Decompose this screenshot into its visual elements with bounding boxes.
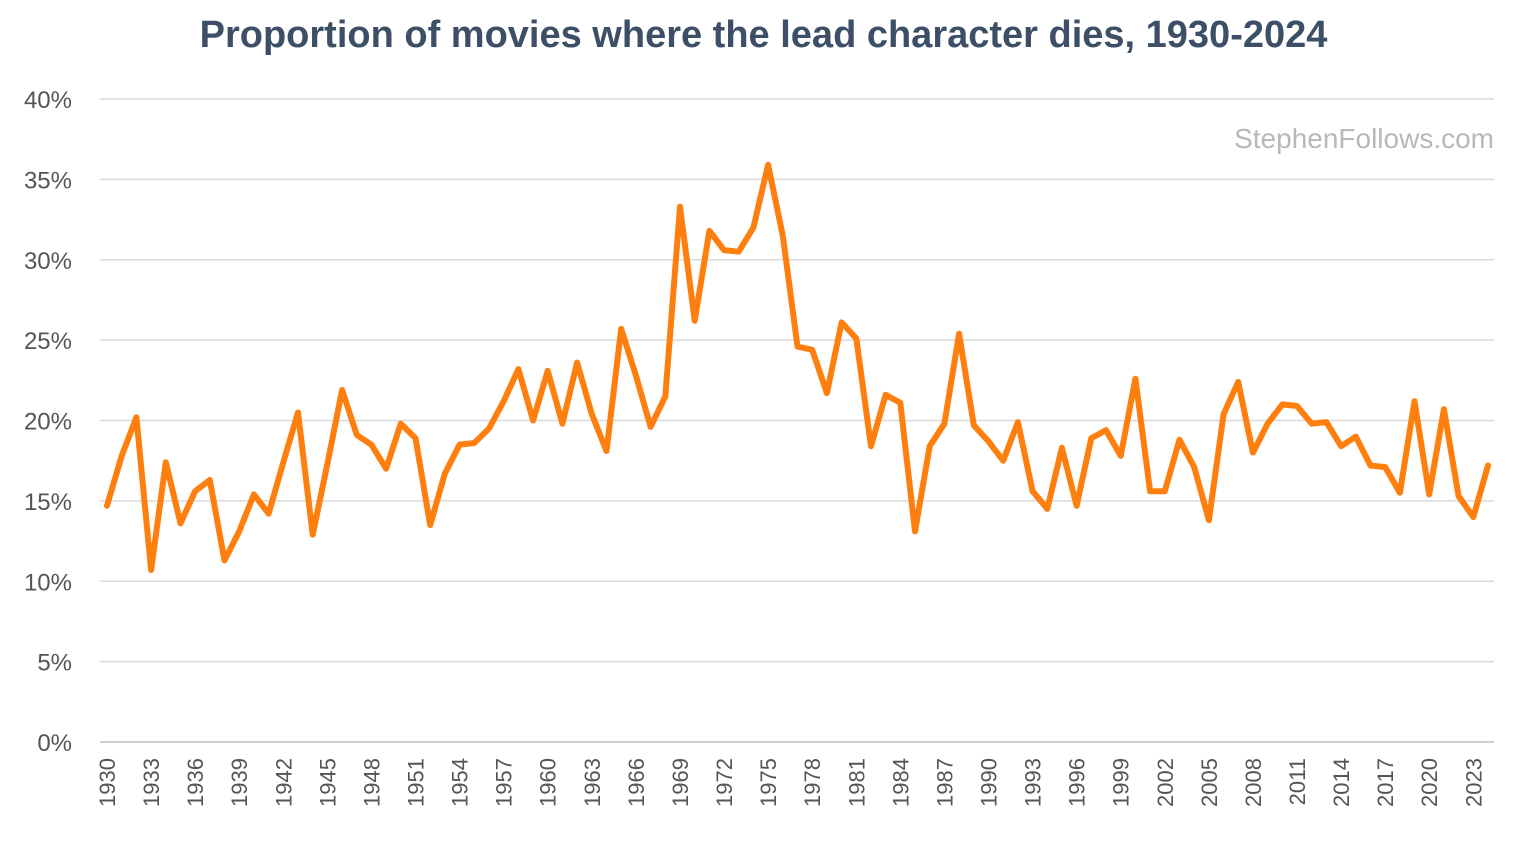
x-tick-label: 1963: [580, 758, 605, 807]
x-axis-ticks: 1930 1933 1936 1939 1942 1945 1948 1951 1954 1957…: [95, 758, 1486, 807]
x-tick-label: 1948: [359, 758, 384, 807]
x-tick-label: 1969: [668, 758, 693, 807]
x-tick-label: 1933: [139, 758, 164, 807]
x-tick-label: 1975: [756, 758, 781, 807]
x-tick-label: 1939: [227, 758, 252, 807]
y-tick-label: 0%: [37, 730, 72, 757]
x-tick-label: 1951: [404, 758, 429, 807]
y-tick-label: 15%: [24, 489, 72, 516]
grid-lines: [100, 98, 1494, 743]
x-tick-label: 1930: [95, 758, 120, 807]
x-tick-label: 1936: [183, 758, 208, 807]
x-tick-label: 2014: [1329, 758, 1354, 807]
x-tick-label: 2002: [1153, 758, 1178, 807]
x-tick-label: 1978: [800, 758, 825, 807]
x-tick-label: 1945: [315, 758, 340, 807]
y-tick-label: 25%: [24, 328, 72, 355]
x-tick-label: 1984: [888, 758, 913, 807]
x-tick-label: 1999: [1109, 758, 1134, 807]
x-tick-label: 1942: [271, 758, 296, 807]
y-tick-label: 5%: [37, 650, 72, 677]
x-tick-label: 1993: [1021, 758, 1046, 807]
y-tick-label: 40%: [24, 87, 72, 114]
x-tick-label: 1957: [492, 758, 517, 807]
x-tick-label: 1990: [976, 758, 1001, 807]
y-tick-label: 35%: [24, 167, 72, 194]
x-tick-label: 2020: [1417, 758, 1442, 807]
x-tick-label: 1966: [624, 758, 649, 807]
y-tick-label: 30%: [24, 248, 72, 275]
x-tick-label: 2005: [1197, 758, 1222, 807]
x-tick-label: 2011: [1285, 758, 1310, 805]
x-tick-label: 1954: [448, 758, 473, 807]
x-tick-label: 1987: [932, 758, 957, 807]
chart-title: Proportion of movies where the lead char…: [199, 14, 1328, 56]
y-tick-label: 10%: [24, 569, 72, 596]
series-line: [104, 161, 1491, 573]
x-tick-label: 1981: [844, 758, 869, 807]
x-tick-label: 1960: [536, 758, 561, 807]
y-tick-label: 20%: [24, 409, 72, 436]
x-tick-label: 2008: [1241, 758, 1266, 807]
x-tick-label: 2017: [1373, 758, 1398, 807]
x-tick-label: 1972: [712, 758, 737, 807]
x-tick-label: 1996: [1065, 758, 1090, 807]
x-tick-label: 2023: [1461, 758, 1486, 807]
y-axis-ticks: 0% 5% 10% 15% 20% 25% 30% 35% 40%: [24, 87, 72, 757]
watermark-text: StephenFollows.com: [1234, 123, 1494, 154]
